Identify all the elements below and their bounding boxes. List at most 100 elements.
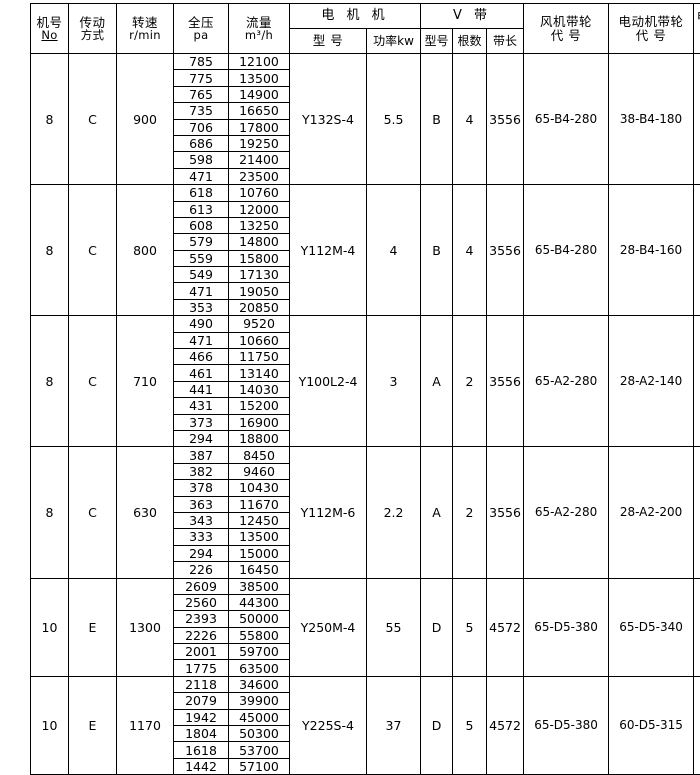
cell-motor-model: Y225S-4 [290, 676, 367, 774]
cell-machine-no: 8 [31, 316, 69, 447]
cell-flow: 11670 [229, 496, 290, 512]
cell-flow: 34600 [229, 676, 290, 692]
cell-total-pressure: 1804 [174, 726, 229, 742]
cell-total-pressure: 466 [174, 349, 229, 365]
cell-belt-length: 4572 [487, 578, 524, 676]
cell-speed: 800 [117, 185, 174, 316]
cell-total-pressure: 785 [174, 54, 229, 70]
cell-flow: 63500 [229, 660, 290, 676]
cell-total-pressure: 363 [174, 496, 229, 512]
cell-motor-power: 5.5 [367, 54, 421, 185]
cell-motor-model: Y100L2-4 [290, 316, 367, 447]
cell-total-pressure: 765 [174, 86, 229, 102]
cell-total-pressure: 441 [174, 381, 229, 397]
cell-flow: 14900 [229, 86, 290, 102]
cell-flow: 13140 [229, 365, 290, 381]
cell-belt-type: A [421, 447, 453, 578]
cell-total-pressure: 378 [174, 480, 229, 496]
cell-flow: 55800 [229, 627, 290, 643]
cell-flow: 18800 [229, 430, 290, 446]
cell-drive-type: C [69, 185, 117, 316]
cell-motor-rail-code: 3912-014 [694, 316, 700, 447]
cell-motor-pulley-code: 38-B4-180 [609, 54, 694, 185]
cell-fan-pulley-code: 65-B4-280 [524, 54, 609, 185]
cell-motor-model: Y112M-4 [290, 185, 367, 316]
cell-speed: 630 [117, 447, 174, 578]
cell-total-pressure: 579 [174, 234, 229, 250]
cell-flow: 57100 [229, 758, 290, 774]
cell-flow: 10760 [229, 185, 290, 201]
cell-total-pressure: 490 [174, 316, 229, 332]
cell-flow: 11750 [229, 349, 290, 365]
cell-total-pressure: 471 [174, 283, 229, 299]
cell-flow: 9520 [229, 316, 290, 332]
cell-total-pressure: 333 [174, 529, 229, 545]
cell-fan-pulley-code: 65-A2-280 [524, 316, 609, 447]
cell-flow: 16450 [229, 562, 290, 578]
cell-flow: 21400 [229, 152, 290, 168]
cell-belt-count: 4 [453, 54, 487, 185]
cell-total-pressure: 431 [174, 398, 229, 414]
col-header-drive-type: 传动 方式 [69, 4, 117, 54]
col-header-speed: 转速 r/min [117, 4, 174, 54]
cell-total-pressure: 373 [174, 414, 229, 430]
cell-total-pressure: 1942 [174, 709, 229, 725]
cell-motor-rail-code: 3912-014 [694, 54, 700, 185]
spec-sheet: 机号 No 传动 方式 转速 r/min 全压 pa 流量 m³/h [0, 0, 700, 745]
cell-flow: 14030 [229, 381, 290, 397]
cell-flow: 12100 [229, 54, 290, 70]
cell-motor-power: 37 [367, 676, 421, 774]
cell-motor-pulley-code: 65-D5-340 [609, 578, 694, 676]
cell-belt-count: 5 [453, 578, 487, 676]
cell-flow: 15000 [229, 545, 290, 561]
col-header-motor-model: 型 号 [290, 29, 367, 54]
cell-flow: 13500 [229, 70, 290, 86]
cell-total-pressure: 706 [174, 119, 229, 135]
cell-motor-power: 55 [367, 578, 421, 676]
cell-belt-type: B [421, 54, 453, 185]
cell-belt-length: 3556 [487, 316, 524, 447]
cell-flow: 10430 [229, 480, 290, 496]
cell-flow: 17800 [229, 119, 290, 135]
cell-drive-type: C [69, 447, 117, 578]
cell-speed: 710 [117, 316, 174, 447]
cell-machine-no: 10 [31, 578, 69, 676]
cell-drive-type: E [69, 578, 117, 676]
cell-motor-power: 3 [367, 316, 421, 447]
cell-total-pressure: 613 [174, 201, 229, 217]
cell-total-pressure: 1775 [174, 660, 229, 676]
col-header-belt-length: 带长 [487, 29, 524, 54]
cell-machine-no: 8 [31, 185, 69, 316]
cell-flow: 23500 [229, 168, 290, 184]
cell-flow: 13500 [229, 529, 290, 545]
cell-total-pressure: 2393 [174, 611, 229, 627]
col-header-belt-count: 根数 [453, 29, 487, 54]
cell-total-pressure: 549 [174, 267, 229, 283]
cell-total-pressure: 294 [174, 430, 229, 446]
cell-total-pressure: 226 [174, 562, 229, 578]
cell-motor-rail-code: 3912-014 [694, 185, 700, 316]
cell-total-pressure: 686 [174, 135, 229, 151]
cell-motor-pulley-code: 28-A2-140 [609, 316, 694, 447]
table-header: 机号 No 传动 方式 转速 r/min 全压 pa 流量 m³/h [31, 4, 700, 54]
cell-speed: 900 [117, 54, 174, 185]
cell-total-pressure: 559 [174, 250, 229, 266]
cell-flow: 16650 [229, 103, 290, 119]
cell-total-pressure: 1618 [174, 742, 229, 758]
cell-drive-type: E [69, 676, 117, 774]
cell-total-pressure: 382 [174, 463, 229, 479]
cell-drive-type: C [69, 316, 117, 447]
cell-flow: 9460 [229, 463, 290, 479]
cell-total-pressure: 387 [174, 447, 229, 463]
cell-total-pressure: 608 [174, 217, 229, 233]
cell-total-pressure: 2079 [174, 693, 229, 709]
cell-flow: 53700 [229, 742, 290, 758]
cell-belt-count: 2 [453, 447, 487, 578]
cell-machine-no: 8 [31, 54, 69, 185]
cell-total-pressure: 2226 [174, 627, 229, 643]
cell-total-pressure: 618 [174, 185, 229, 201]
